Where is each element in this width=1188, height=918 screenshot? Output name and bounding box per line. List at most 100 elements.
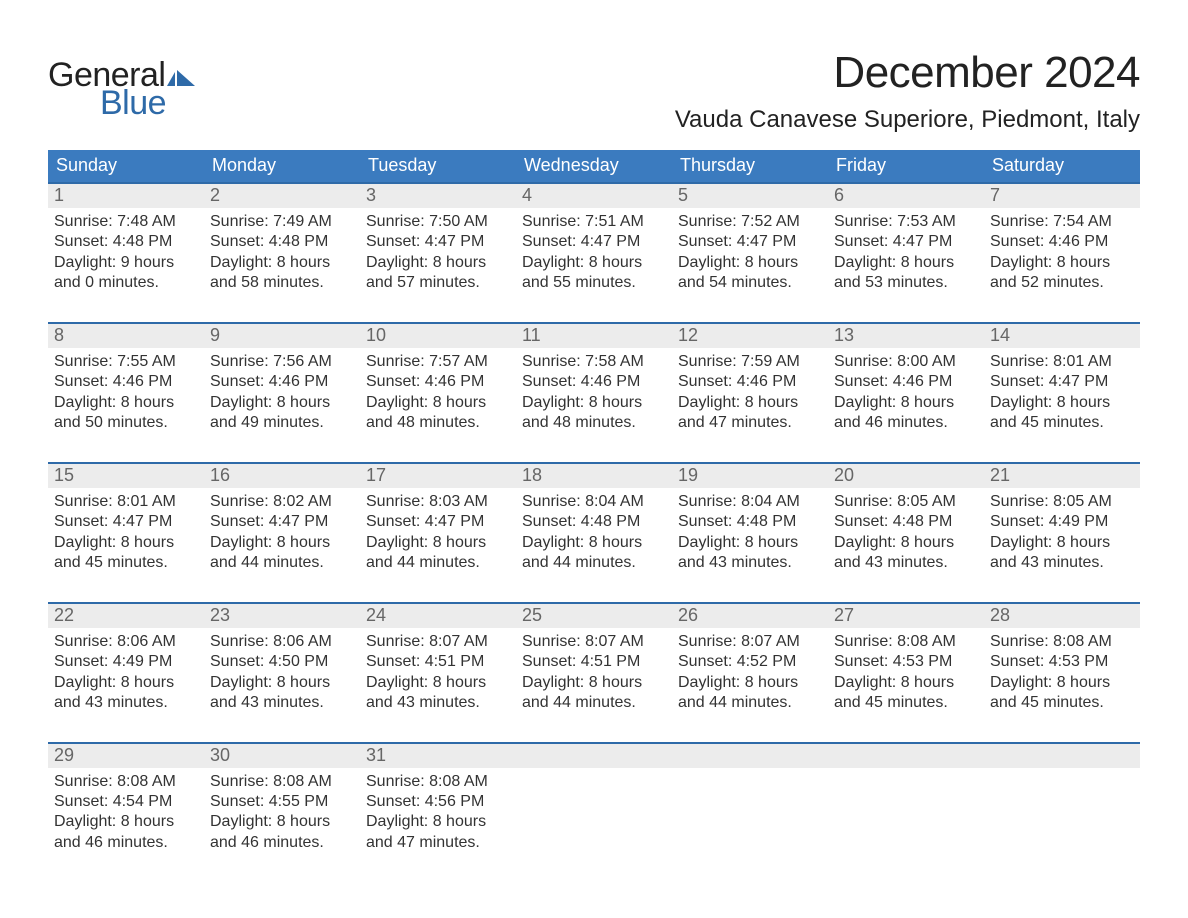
day-info-line: Daylight: 8 hours (54, 533, 198, 553)
day-number: 16 (204, 464, 360, 488)
day-info-line: Sunset: 4:50 PM (210, 652, 354, 672)
logo-text-top: General (48, 58, 165, 92)
day-info-line: Sunrise: 8:07 AM (678, 632, 822, 652)
week-row: 15Sunrise: 8:01 AMSunset: 4:47 PMDayligh… (48, 462, 1140, 574)
day-cell: 7Sunrise: 7:54 AMSunset: 4:46 PMDaylight… (984, 184, 1140, 294)
day-info-line: Sunset: 4:48 PM (210, 232, 354, 252)
day-cell: 17Sunrise: 8:03 AMSunset: 4:47 PMDayligh… (360, 464, 516, 574)
day-info-line: and 48 minutes. (366, 413, 510, 433)
day-number: 11 (516, 324, 672, 348)
day-info-line: Sunset: 4:48 PM (54, 232, 198, 252)
day-info-line: Daylight: 8 hours (210, 673, 354, 693)
day-info-line: and 44 minutes. (210, 553, 354, 573)
day-cell: 25Sunrise: 8:07 AMSunset: 4:51 PMDayligh… (516, 604, 672, 714)
day-info-line: Sunset: 4:47 PM (366, 512, 510, 532)
day-number: 4 (516, 184, 672, 208)
day-info-line: Daylight: 8 hours (834, 393, 978, 413)
day-info-line: Daylight: 8 hours (678, 533, 822, 553)
day-info-line: Sunrise: 7:49 AM (210, 212, 354, 232)
flag-icon (167, 68, 195, 88)
day-info-line: Daylight: 8 hours (366, 393, 510, 413)
day-info-line: and 58 minutes. (210, 273, 354, 293)
day-info-line: Sunset: 4:55 PM (210, 792, 354, 812)
day-cell: . (516, 744, 672, 854)
weekday-header: Wednesday (516, 150, 672, 182)
day-number: 13 (828, 324, 984, 348)
day-body: Sunrise: 7:48 AMSunset: 4:48 PMDaylight:… (48, 208, 204, 294)
day-info-line: and 44 minutes. (678, 693, 822, 713)
day-cell: 19Sunrise: 8:04 AMSunset: 4:48 PMDayligh… (672, 464, 828, 574)
day-info-line: Daylight: 8 hours (522, 533, 666, 553)
header: General Blue December 2024 Vauda Canaves… (48, 28, 1140, 144)
day-cell: 5Sunrise: 7:52 AMSunset: 4:47 PMDaylight… (672, 184, 828, 294)
day-cell: 20Sunrise: 8:05 AMSunset: 4:48 PMDayligh… (828, 464, 984, 574)
day-info-line: Daylight: 8 hours (522, 253, 666, 273)
day-info-line: Sunset: 4:56 PM (366, 792, 510, 812)
day-info-line: Daylight: 8 hours (54, 673, 198, 693)
day-info-line: and 43 minutes. (54, 693, 198, 713)
logo: General Blue (48, 28, 195, 120)
day-info-line: and 45 minutes. (54, 553, 198, 573)
month-title: December 2024 (675, 48, 1140, 98)
day-info-line: Daylight: 8 hours (834, 253, 978, 273)
day-number: . (828, 744, 984, 768)
weekday-header: Sunday (48, 150, 204, 182)
day-info-line: and 43 minutes. (834, 553, 978, 573)
day-body: Sunrise: 7:52 AMSunset: 4:47 PMDaylight:… (672, 208, 828, 294)
calendar: Sunday Monday Tuesday Wednesday Thursday… (48, 150, 1140, 853)
day-info-line: Sunset: 4:48 PM (834, 512, 978, 532)
day-info-line: Daylight: 8 hours (366, 253, 510, 273)
day-info-line: and 43 minutes. (366, 693, 510, 713)
day-body: Sunrise: 8:07 AMSunset: 4:51 PMDaylight:… (360, 628, 516, 714)
weekday-header-row: Sunday Monday Tuesday Wednesday Thursday… (48, 150, 1140, 182)
day-body: Sunrise: 8:00 AMSunset: 4:46 PMDaylight:… (828, 348, 984, 434)
day-info-line: Sunset: 4:47 PM (834, 232, 978, 252)
day-info-line: Daylight: 8 hours (210, 393, 354, 413)
day-info-line: Sunset: 4:47 PM (678, 232, 822, 252)
day-info-line: and 46 minutes. (834, 413, 978, 433)
day-body: Sunrise: 8:01 AMSunset: 4:47 PMDaylight:… (48, 488, 204, 574)
day-info-line: and 47 minutes. (366, 833, 510, 853)
day-info-line: Daylight: 8 hours (210, 533, 354, 553)
day-number: 21 (984, 464, 1140, 488)
day-info-line: Sunrise: 8:00 AM (834, 352, 978, 372)
day-info-line: Sunset: 4:53 PM (990, 652, 1134, 672)
day-number: 2 (204, 184, 360, 208)
day-cell: 26Sunrise: 8:07 AMSunset: 4:52 PMDayligh… (672, 604, 828, 714)
day-info-line: and 49 minutes. (210, 413, 354, 433)
day-body: Sunrise: 7:59 AMSunset: 4:46 PMDaylight:… (672, 348, 828, 434)
day-body: Sunrise: 8:01 AMSunset: 4:47 PMDaylight:… (984, 348, 1140, 434)
day-info-line: Daylight: 8 hours (678, 253, 822, 273)
day-body: Sunrise: 8:02 AMSunset: 4:47 PMDaylight:… (204, 488, 360, 574)
day-info-line: Daylight: 8 hours (54, 393, 198, 413)
weeks-container: 1Sunrise: 7:48 AMSunset: 4:48 PMDaylight… (48, 182, 1140, 853)
day-info-line: and 45 minutes. (990, 693, 1134, 713)
day-info-line: Daylight: 8 hours (366, 812, 510, 832)
day-number: . (984, 744, 1140, 768)
day-body: Sunrise: 8:08 AMSunset: 4:55 PMDaylight:… (204, 768, 360, 854)
day-info-line: Sunset: 4:46 PM (678, 372, 822, 392)
location: Vauda Canavese Superiore, Piedmont, Ital… (675, 106, 1140, 134)
day-info-line: Sunrise: 8:06 AM (54, 632, 198, 652)
day-number: 9 (204, 324, 360, 348)
day-body: Sunrise: 8:06 AMSunset: 4:49 PMDaylight:… (48, 628, 204, 714)
day-cell: . (672, 744, 828, 854)
day-info-line: Sunrise: 7:55 AM (54, 352, 198, 372)
day-number: 23 (204, 604, 360, 628)
day-body: Sunrise: 8:08 AMSunset: 4:53 PMDaylight:… (828, 628, 984, 714)
day-number: 26 (672, 604, 828, 628)
day-info-line: Daylight: 8 hours (990, 673, 1134, 693)
day-body: Sunrise: 8:03 AMSunset: 4:47 PMDaylight:… (360, 488, 516, 574)
day-info-line: Sunset: 4:52 PM (678, 652, 822, 672)
day-cell: 4Sunrise: 7:51 AMSunset: 4:47 PMDaylight… (516, 184, 672, 294)
day-info-line: Sunset: 4:51 PM (522, 652, 666, 672)
day-cell: 24Sunrise: 8:07 AMSunset: 4:51 PMDayligh… (360, 604, 516, 714)
day-info-line: and 0 minutes. (54, 273, 198, 293)
day-cell: 30Sunrise: 8:08 AMSunset: 4:55 PMDayligh… (204, 744, 360, 854)
day-body: Sunrise: 7:55 AMSunset: 4:46 PMDaylight:… (48, 348, 204, 434)
day-info-line: Sunrise: 8:08 AM (990, 632, 1134, 652)
day-cell: 16Sunrise: 8:02 AMSunset: 4:47 PMDayligh… (204, 464, 360, 574)
day-number: 6 (828, 184, 984, 208)
day-info-line: Sunset: 4:47 PM (522, 232, 666, 252)
day-info-line: and 53 minutes. (834, 273, 978, 293)
